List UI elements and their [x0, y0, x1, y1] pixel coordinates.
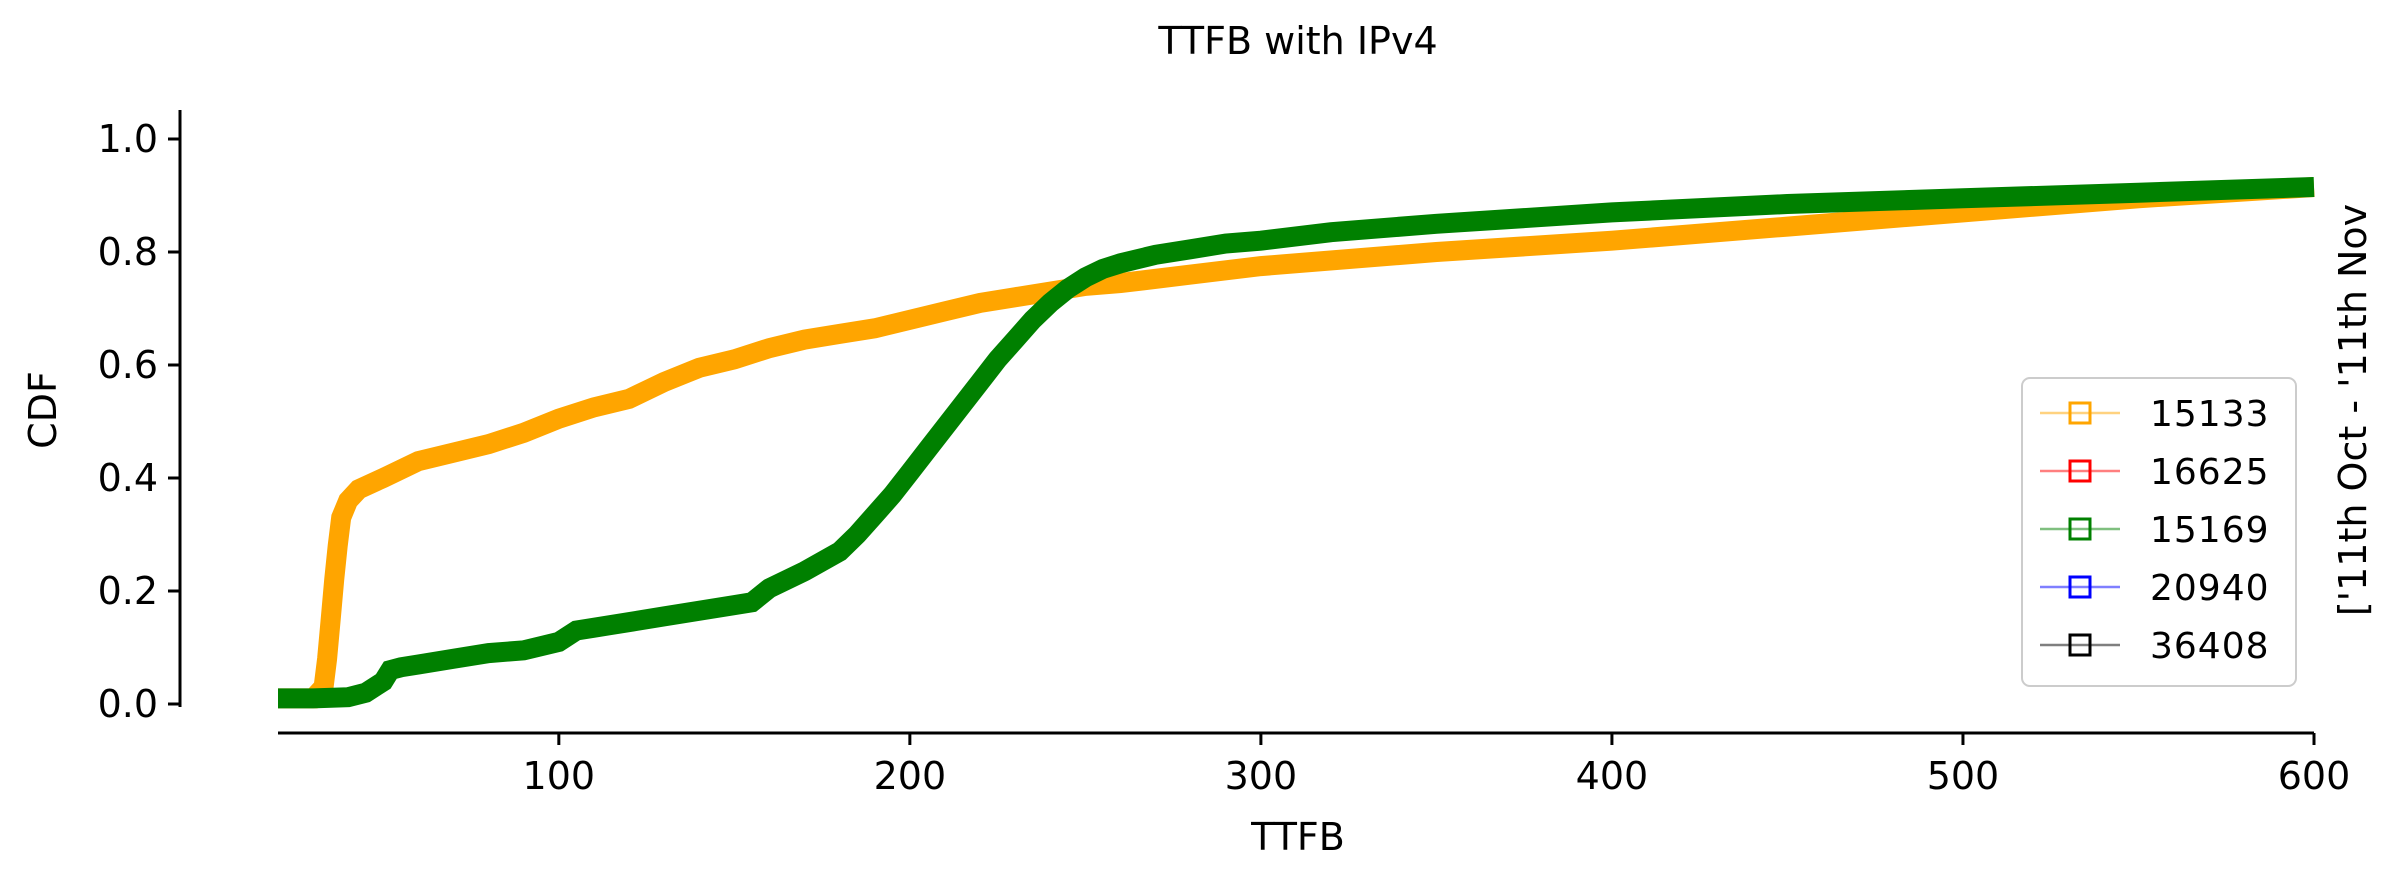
y-tick-label-0: 0.0: [98, 682, 158, 726]
x-tick-label-5: 600: [2278, 754, 2351, 798]
legend-marker-36408: [2068, 633, 2092, 657]
x-tick-label-0: 100: [523, 754, 596, 798]
legend-entry-15133: 15133: [2150, 394, 2270, 435]
legend-marker-15133: [2068, 401, 2092, 425]
y-tick-label-3: 0.6: [98, 343, 158, 387]
x-axis-label: TTFB: [1250, 815, 1345, 859]
chart-title: TTFB with IPv4: [1157, 19, 1437, 63]
legend-entry-36408: 36408: [2150, 626, 2270, 667]
legend-entry-15169: 15169: [2150, 510, 2270, 551]
x-tick-label-4: 500: [1927, 754, 2000, 798]
legend: 15133 16625 15169 20940 36408: [2021, 377, 2297, 687]
legend-entry-20940: 20940: [2150, 568, 2270, 609]
y-tick-label-1: 0.2: [98, 569, 158, 613]
y-tick-label-2: 0.4: [98, 456, 158, 500]
series-line-15133: [278, 177, 2315, 709]
x-tick-label-3: 400: [1576, 754, 1649, 798]
series-lines: [278, 177, 2315, 709]
legend-marker-20940: [2068, 575, 2092, 599]
legend-entry-16625: 16625: [2150, 452, 2270, 493]
date-range-label: ['11th Oct - '11th Nov: [2331, 204, 2375, 616]
y-tick-label-4: 0.8: [98, 230, 158, 274]
y-axis-label: CDF: [21, 371, 65, 449]
legend-marker-16625: [2068, 459, 2092, 483]
series-line-15169: [278, 177, 2315, 709]
x-tick-label-2: 300: [1225, 754, 1298, 798]
x-tick-label-1: 200: [874, 754, 947, 798]
legend-marker-15169: [2068, 517, 2092, 541]
y-tick-label-5: 1.0: [98, 117, 158, 161]
legend-box: [2021, 377, 2297, 687]
axes: 0.0 0.2 0.4 0.6 0.8 1.0 100 200 300 400 500 600: [98, 110, 2351, 798]
